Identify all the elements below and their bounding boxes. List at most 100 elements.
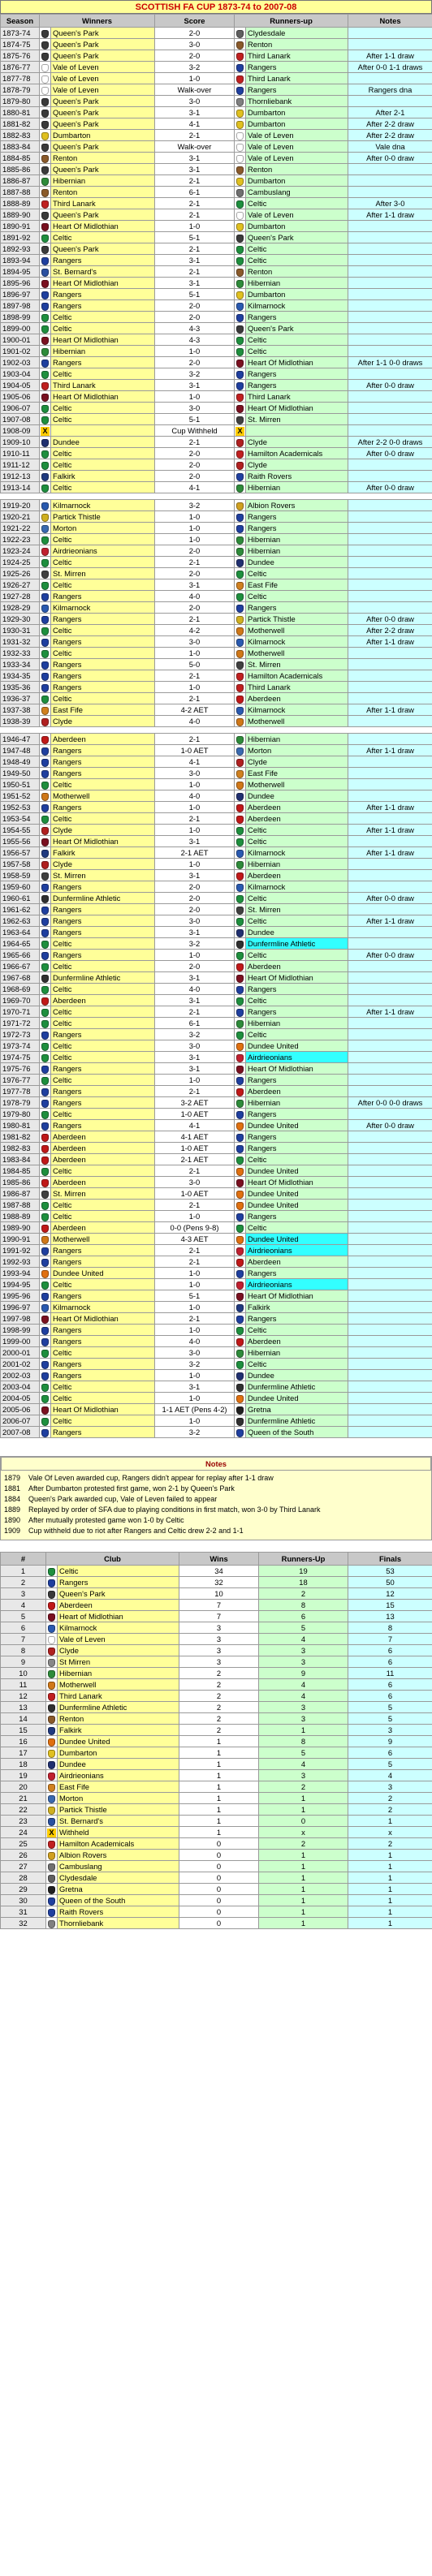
club-crest-icon: [45, 1690, 58, 1702]
club-crest-icon: [39, 72, 51, 84]
summary-wins-cell: 1: [179, 1781, 259, 1793]
crest-shape-icon: [48, 1806, 55, 1815]
notes-cell: After 2-1: [348, 106, 432, 118]
score-cell: 2-1: [154, 436, 235, 448]
season-cell: 1891-92: [0, 231, 40, 243]
notes-cell: [348, 1278, 432, 1290]
crest-shape-icon: [236, 513, 244, 522]
summary-finals-cell: 7: [348, 1633, 432, 1645]
winner-cell: Celtic: [50, 413, 155, 425]
score-cell: 4-3: [154, 334, 235, 346]
club-crest-icon: [234, 61, 246, 73]
table-row: 1966-67 Celtic 2-0 Aberdeen: [0, 960, 432, 972]
crest-shape-icon: [48, 1681, 55, 1690]
table-row: 1887-88 Renton 6-1 Cambuslang: [0, 186, 432, 198]
season-cell: 1929-30: [0, 613, 40, 625]
club-crest-icon: [39, 1267, 51, 1279]
club-crest-icon: [39, 481, 51, 493]
crest-shape-icon: [41, 558, 49, 567]
club-crest-icon: [39, 767, 51, 779]
runner-up-cell: Clyde: [244, 436, 349, 448]
summary-row: 30 Queen of the South 0 1 1: [0, 1894, 432, 1906]
notes-cell: [348, 1040, 432, 1052]
crest-shape-icon: [236, 245, 244, 254]
summary-club-cell: Albion Rovers: [57, 1849, 179, 1861]
crest-shape-icon: [41, 1258, 49, 1267]
season-cell: 1938-39: [0, 715, 40, 727]
notes-cell: After 0-0 draw: [348, 447, 432, 459]
notes-cell: [348, 692, 432, 704]
runner-up-cell: Dumbarton: [244, 118, 349, 130]
summary-row: 3 Queen's Park 10 2 12: [0, 1587, 432, 1600]
runner-up-cell: Dunfermline Athletic: [244, 1415, 349, 1427]
club-crest-icon: [234, 869, 246, 881]
summary-club-cell: Hamilton Academicals: [57, 1837, 179, 1850]
summary-row: 27 Cambuslang 0 1 1: [0, 1860, 432, 1872]
score-cell: Walk-over: [154, 140, 235, 153]
crest-shape-icon: [236, 1292, 244, 1301]
runner-up-cell: Clydesdale: [244, 27, 349, 39]
club-crest-icon: [234, 756, 246, 768]
table-row: 1969-70 Aberdeen 3-1 Celtic: [0, 994, 432, 1006]
score-cell: 3-1: [154, 106, 235, 118]
club-crest-icon: [39, 265, 51, 278]
club-crest-icon: [45, 1883, 58, 1895]
crest-shape-icon: [41, 256, 49, 265]
season-cell: 1925-26: [0, 567, 40, 579]
note-item: 1909 Cup withheld due to riot after Range…: [1, 1526, 431, 1536]
club-crest-icon: [39, 470, 51, 482]
season-cell: 1899-00: [0, 322, 40, 334]
winner-cell: Celtic: [50, 1017, 155, 1029]
club-crest-icon: [234, 579, 246, 591]
summary-rank-cell: 20: [0, 1781, 46, 1793]
notes-cell: [348, 95, 432, 107]
crest-shape-icon: [236, 524, 244, 533]
winner-cell: Aberdeen: [50, 1176, 155, 1188]
club-crest-icon: [39, 220, 51, 232]
summary-rank-cell: 26: [0, 1849, 46, 1861]
table-row: 1895-96 Heart Of Midlothian 3-1 Hibernian: [0, 277, 432, 289]
season-cell: 1897-98: [0, 299, 40, 312]
crest-shape-icon: [41, 536, 49, 545]
crest-shape-icon: [41, 325, 49, 334]
table-row: 1954-55 Clyde 1-0 Celtic After 1-1 draw: [0, 824, 432, 836]
table-row: 1999-00 Rangers 4-0 Aberdeen: [0, 1335, 432, 1347]
crest-shape-icon: [48, 1885, 55, 1894]
score-cell: 3-1: [154, 1051, 235, 1063]
winner-cell: Celtic: [50, 1415, 155, 1427]
notes-cell: After 0-0 0-0 draws: [348, 1096, 432, 1109]
season-cell: 1988-89: [0, 1210, 40, 1222]
summary-runners-up-cell: 2: [258, 1837, 348, 1850]
table-row: 1949-50 Rangers 3-0 East Fife: [0, 767, 432, 779]
summary-wins-cell: 1: [179, 1792, 259, 1804]
crest-shape-icon: [236, 381, 244, 390]
season-cell: 2002-03: [0, 1369, 40, 1381]
summary-wins-cell: 7: [179, 1599, 259, 1611]
winner-cell: Queen's Park: [50, 106, 155, 118]
crest-shape-icon: [41, 985, 49, 994]
winner-cell: Rangers: [50, 288, 155, 300]
table-row: 1935-36 Rangers 1-0 Third Lanark: [0, 681, 432, 693]
crest-shape-icon: [41, 347, 49, 356]
score-cell: 3-2: [154, 499, 235, 511]
winner-cell: Rangers: [50, 767, 155, 779]
summary-wins-cell: 2: [179, 1667, 259, 1679]
notes-cell: [348, 881, 432, 893]
season-cell: 2003-04: [0, 1381, 40, 1393]
table-row: 1879-80 Queen's Park 3-0 Thornliebank: [0, 95, 432, 107]
runner-up-cell: Celtic: [244, 567, 349, 579]
score-cell: 3-0: [154, 1346, 235, 1359]
summary-runners-up-cell: 1: [258, 1917, 348, 1929]
winner-cell: Rangers: [50, 356, 155, 368]
winner-cell: Aberdeen: [50, 1131, 155, 1143]
notes-cell: [348, 1017, 432, 1029]
crest-shape-icon: [41, 1190, 49, 1199]
winner-cell: Queen's Park: [50, 163, 155, 175]
club-crest-icon: [234, 601, 246, 614]
club-crest-icon: [39, 915, 51, 927]
runner-up-cell: Hibernian: [244, 1346, 349, 1359]
crest-shape-icon: [236, 615, 244, 624]
table-row: 1908-09 X Cup Withheld X: [0, 424, 432, 437]
runner-up-cell: Albion Rovers: [244, 499, 349, 511]
crest-shape-icon: [236, 1190, 244, 1199]
